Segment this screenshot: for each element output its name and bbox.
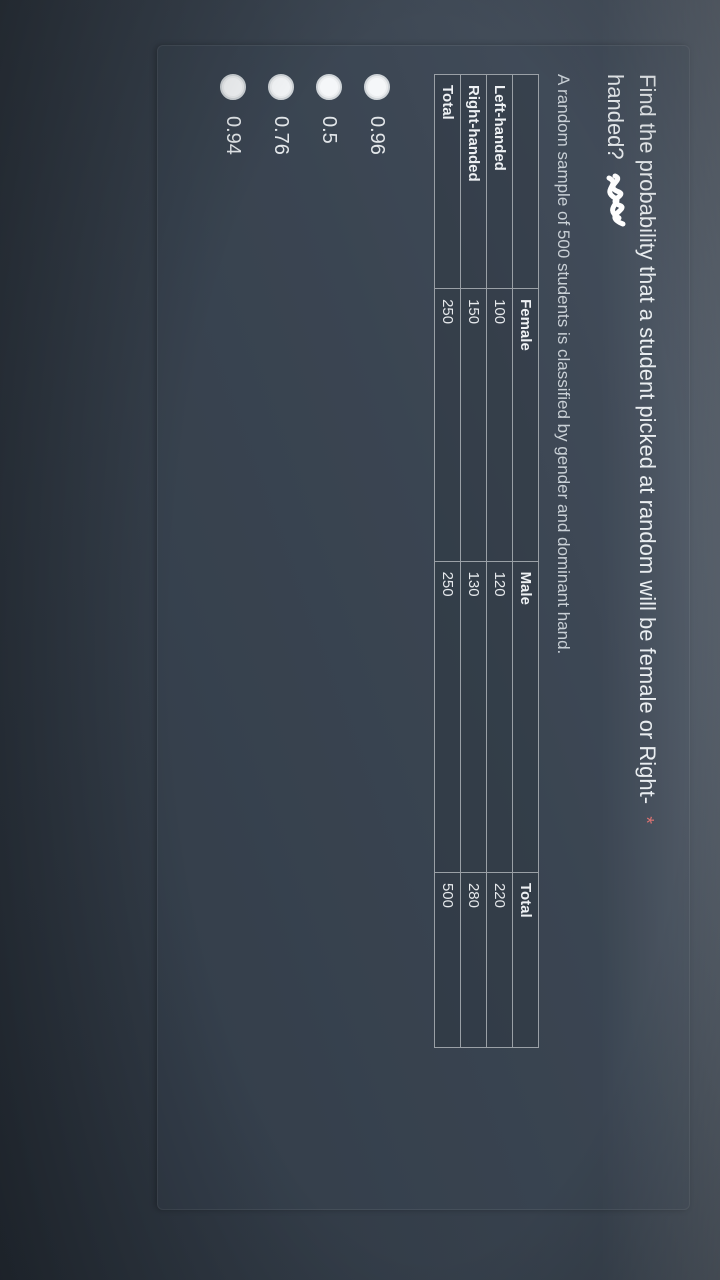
table-cell: 120: [486, 561, 512, 872]
table-header: Female: [512, 289, 538, 561]
table-row: Left-handed 100 120 220: [486, 75, 512, 1048]
table-cell: 500: [434, 872, 460, 1047]
rotated-viewport: Find the probability that a student pick…: [0, 0, 720, 1280]
required-star-icon: *: [635, 810, 657, 824]
table-cell: 220: [486, 872, 512, 1047]
radio-icon[interactable]: [364, 74, 390, 100]
table-cell: 280: [460, 872, 486, 1047]
table-header: Total: [512, 872, 538, 1047]
question-text: Find the probability that a student pick…: [599, 74, 663, 1181]
table-header-row: Female Male Total: [512, 75, 538, 1048]
row-label: Left-handed: [486, 75, 512, 289]
question-card: Find the probability that a student pick…: [157, 45, 690, 1210]
question-line-1: Find the probability that a student pick…: [635, 74, 660, 804]
table-row: Total 250 250 500: [434, 75, 460, 1048]
option-label: 0.96: [365, 116, 388, 155]
data-table: Female Male Total Left-handed 100 120 22…: [434, 74, 539, 1048]
answer-options: 0.96 0.5 0.76 0.94: [220, 74, 390, 1181]
table-cell: 100: [486, 289, 512, 561]
table-header: [512, 75, 538, 289]
table-cell: 130: [460, 561, 486, 872]
table-cell: 250: [434, 289, 460, 561]
context-subtext: A random sample of 500 students is class…: [553, 74, 573, 1181]
radio-icon[interactable]: [220, 74, 246, 100]
row-label: Right-handed: [460, 75, 486, 289]
option-label: 0.76: [269, 116, 292, 155]
option-label: 0.5: [317, 116, 340, 144]
scribble-icon: [599, 172, 629, 230]
radio-icon[interactable]: [268, 74, 294, 100]
option-label: 0.94: [221, 116, 244, 155]
option-d[interactable]: 0.94: [220, 74, 246, 1181]
table-header: Male: [512, 561, 538, 872]
table-row: Right-handed 150 130 280: [460, 75, 486, 1048]
table-cell: 250: [434, 561, 460, 872]
table-cell: 150: [460, 289, 486, 561]
radio-icon[interactable]: [316, 74, 342, 100]
option-b[interactable]: 0.5: [316, 74, 342, 1181]
question-line-2: handed?: [603, 74, 628, 160]
row-label: Total: [434, 75, 460, 289]
option-a[interactable]: 0.96: [364, 74, 390, 1181]
option-c[interactable]: 0.76: [268, 74, 294, 1181]
